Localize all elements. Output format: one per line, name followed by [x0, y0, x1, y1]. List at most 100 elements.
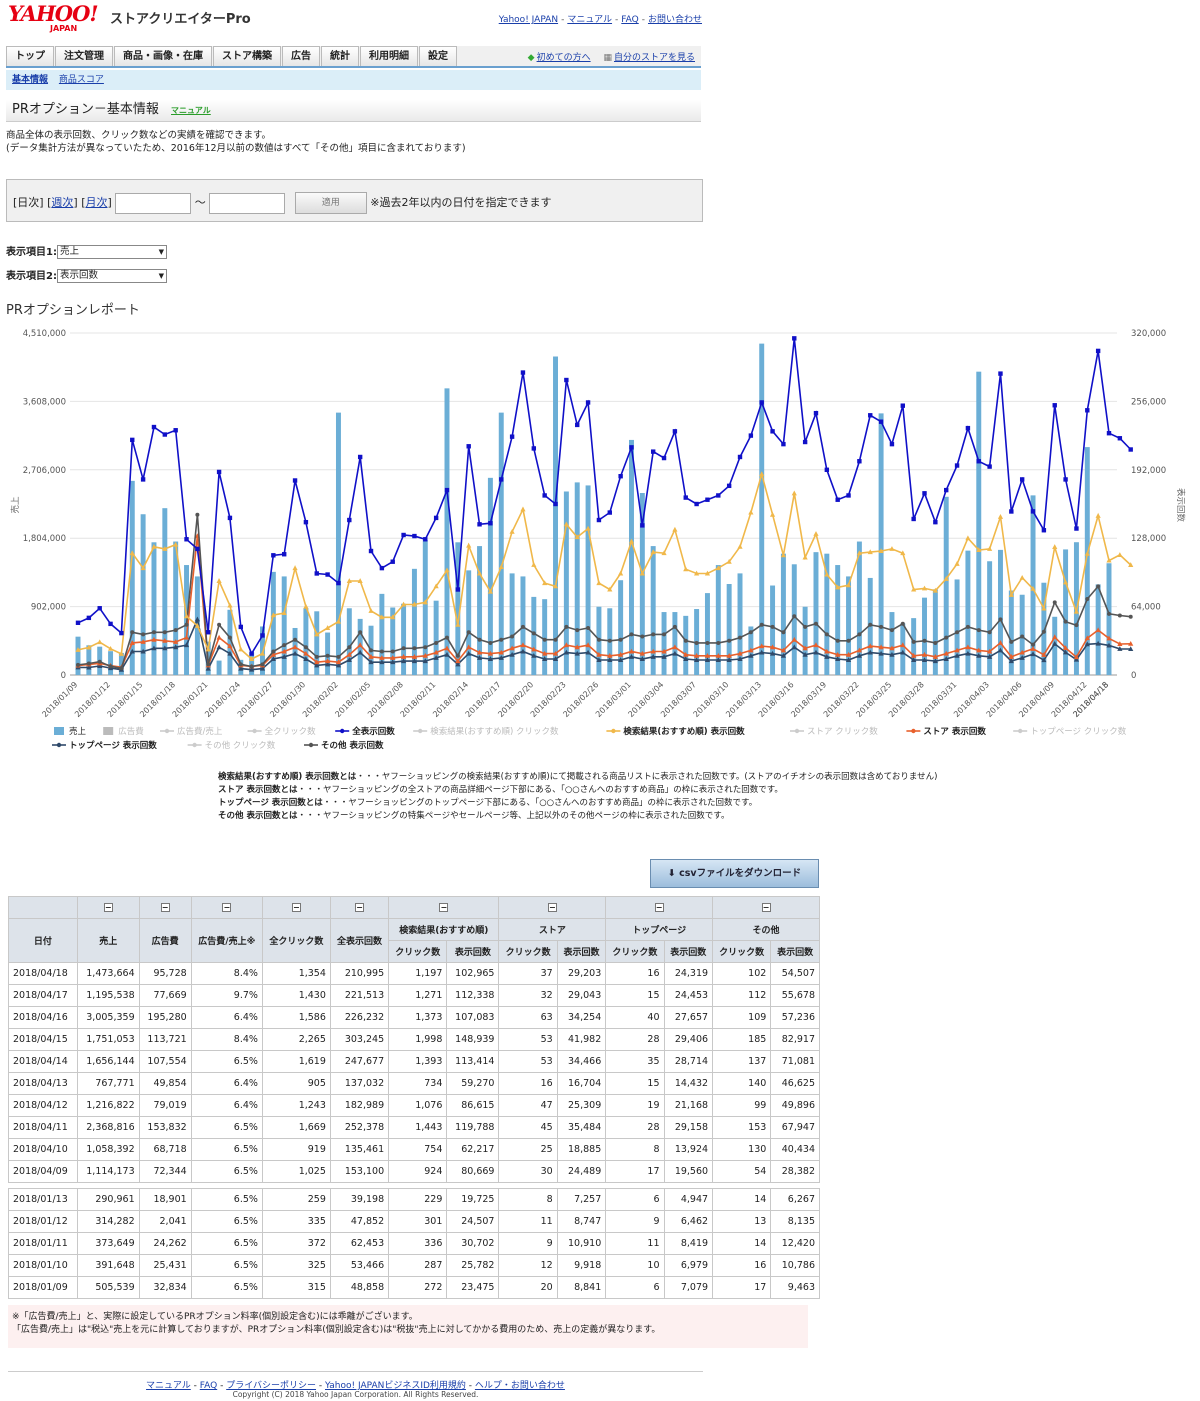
search-imp-point — [889, 546, 895, 551]
search-imp-point — [520, 506, 526, 512]
contact-link[interactable]: お問い合わせ — [647, 15, 702, 25]
beginner-link[interactable]: 初めての方へ — [536, 53, 591, 63]
weekly-link[interactable]: 週次 — [51, 196, 74, 209]
store-imp-point — [455, 658, 461, 664]
footer-privacy[interactable]: プライバシーポリシー — [226, 1381, 317, 1391]
other-imp-point — [596, 637, 601, 642]
top-imp-point — [683, 656, 689, 661]
top-imp-point — [694, 657, 700, 663]
other-imp-point — [369, 648, 374, 653]
sales-bar — [498, 412, 504, 675]
table-cell: 221,513 — [329, 984, 390, 1007]
table-cell: 905 — [261, 1072, 331, 1095]
footer-faq[interactable]: FAQ — [199, 1381, 218, 1391]
start-date-input[interactable] — [115, 192, 192, 214]
column-header: 広告費 — [138, 918, 192, 963]
table-cell: 107,083 — [446, 1006, 500, 1029]
collapse-icon[interactable]: − — [761, 902, 771, 912]
table-cell: 1,058,392 — [76, 1138, 140, 1161]
table-row: 2018/04/11 2,368,816 153,832 6.5% 1,669 252,3… — [8, 1116, 820, 1139]
sub-column-header: クリック数 — [498, 940, 558, 963]
top-imp-point — [303, 656, 309, 661]
csv-download-button[interactable]: ⬇ csvファイルをダウンロード — [650, 859, 819, 888]
top-imp-point — [509, 651, 515, 657]
store-imp-point — [1073, 654, 1080, 660]
view-store-link[interactable]: 自分のストアを見る — [613, 53, 695, 63]
collapse-icon[interactable]: − — [547, 902, 557, 912]
end-date-input[interactable] — [209, 192, 286, 214]
store-imp-point — [542, 650, 548, 656]
store-imp-point — [943, 650, 949, 656]
top-imp-point — [259, 665, 266, 671]
total-imp-point — [998, 371, 1003, 376]
monthly-link[interactable]: 月次 — [85, 196, 108, 209]
sales-bar — [965, 550, 971, 675]
collapse-icon[interactable]: − — [222, 902, 232, 912]
top-imp-point — [867, 649, 873, 655]
other-imp-point — [520, 624, 525, 629]
daily-option[interactable]: 日次 — [17, 196, 40, 209]
selector-2-dropdown[interactable]: 表示回数 — [56, 269, 167, 283]
table-cell: 55,678 — [770, 984, 820, 1007]
collapse-icon[interactable]: − — [355, 902, 365, 912]
collapse-icon[interactable]: − — [439, 902, 449, 912]
table-cell: 734 — [388, 1072, 448, 1095]
pr-option-chart: 0 902,000 1,804,000 2,706,000 3,608,000 4,510… — [10, 329, 1186, 751]
store-imp-point — [520, 642, 526, 648]
collapse-icon[interactable]: − — [160, 902, 170, 912]
sub-product-score[interactable]: 商品スコア — [58, 75, 104, 85]
yahoo-logo[interactable]: YAHOO! JAPAN — [8, 3, 108, 37]
tab-top[interactable]: トップ — [6, 46, 54, 66]
table-cell: 107,554 — [138, 1050, 192, 1073]
y2-tick-label: 128,000 — [1131, 534, 1166, 544]
y-tick-label: 2,706,000 — [23, 466, 66, 476]
top-imp-point — [813, 649, 819, 655]
collapse-icon[interactable]: − — [654, 902, 664, 912]
other-imp-point — [933, 640, 938, 645]
sales-bar — [401, 603, 407, 675]
manual-link-small[interactable]: マニュアル — [171, 106, 211, 115]
other-imp-point — [900, 621, 905, 626]
footer-manual[interactable]: マニュアル — [146, 1381, 191, 1391]
faq-link[interactable]: FAQ — [621, 15, 639, 25]
legend-marker — [911, 728, 916, 734]
sales-bar — [922, 597, 927, 675]
tab-settings[interactable]: 設定 — [419, 46, 457, 66]
footer-terms[interactable]: Yahoo! JAPANビジネスID利用規約 — [325, 1381, 466, 1391]
tab-orders[interactable]: 注文管理 — [55, 46, 113, 66]
top-imp-point — [444, 651, 450, 657]
tab-stats[interactable]: 統計 — [321, 46, 359, 66]
search-imp-point — [878, 548, 884, 554]
top-imp-point — [520, 648, 526, 654]
tab-store-build[interactable]: ストア構築 — [213, 46, 281, 66]
search-imp-point — [726, 558, 732, 564]
tab-ads[interactable]: 広告 — [282, 46, 320, 66]
collapse-icon[interactable]: − — [103, 902, 113, 912]
table-cell: 12,420 — [770, 1232, 820, 1255]
sub-basic-info[interactable]: 基本情報 — [12, 75, 49, 85]
apply-button[interactable]: 適用 — [294, 192, 367, 214]
total-imp-point — [499, 477, 504, 482]
other-imp-point — [488, 640, 493, 645]
table-cell: 35,484 — [556, 1116, 607, 1139]
manual-link[interactable]: マニュアル — [567, 15, 613, 25]
total-imp-point — [716, 493, 721, 498]
total-imp-point — [705, 497, 710, 502]
table-cell: 8.4% — [190, 1028, 263, 1051]
search-imp-point — [552, 583, 559, 589]
top-imp-point — [205, 665, 211, 671]
other-imp-point — [119, 666, 124, 671]
sub-nav: 基本情報 商品スコア — [6, 70, 701, 90]
search-imp-point — [987, 546, 993, 551]
tab-products[interactable]: 商品・画像・在庫 — [114, 46, 212, 66]
top-imp-point — [1041, 657, 1047, 663]
table-cell: 35 — [605, 1050, 665, 1073]
table-cell: 25,431 — [138, 1254, 192, 1277]
footer-help[interactable]: ヘルプ・お問い合わせ — [474, 1381, 565, 1391]
table-cell: 8,135 — [770, 1210, 820, 1233]
yahoo-japan-link[interactable]: Yahoo! JAPAN — [498, 15, 559, 25]
selector-1-dropdown[interactable]: 売上 — [56, 245, 167, 259]
tab-billing[interactable]: 利用明細 — [360, 46, 418, 66]
search-imp-point — [346, 578, 352, 583]
collapse-icon[interactable]: − — [291, 902, 301, 912]
